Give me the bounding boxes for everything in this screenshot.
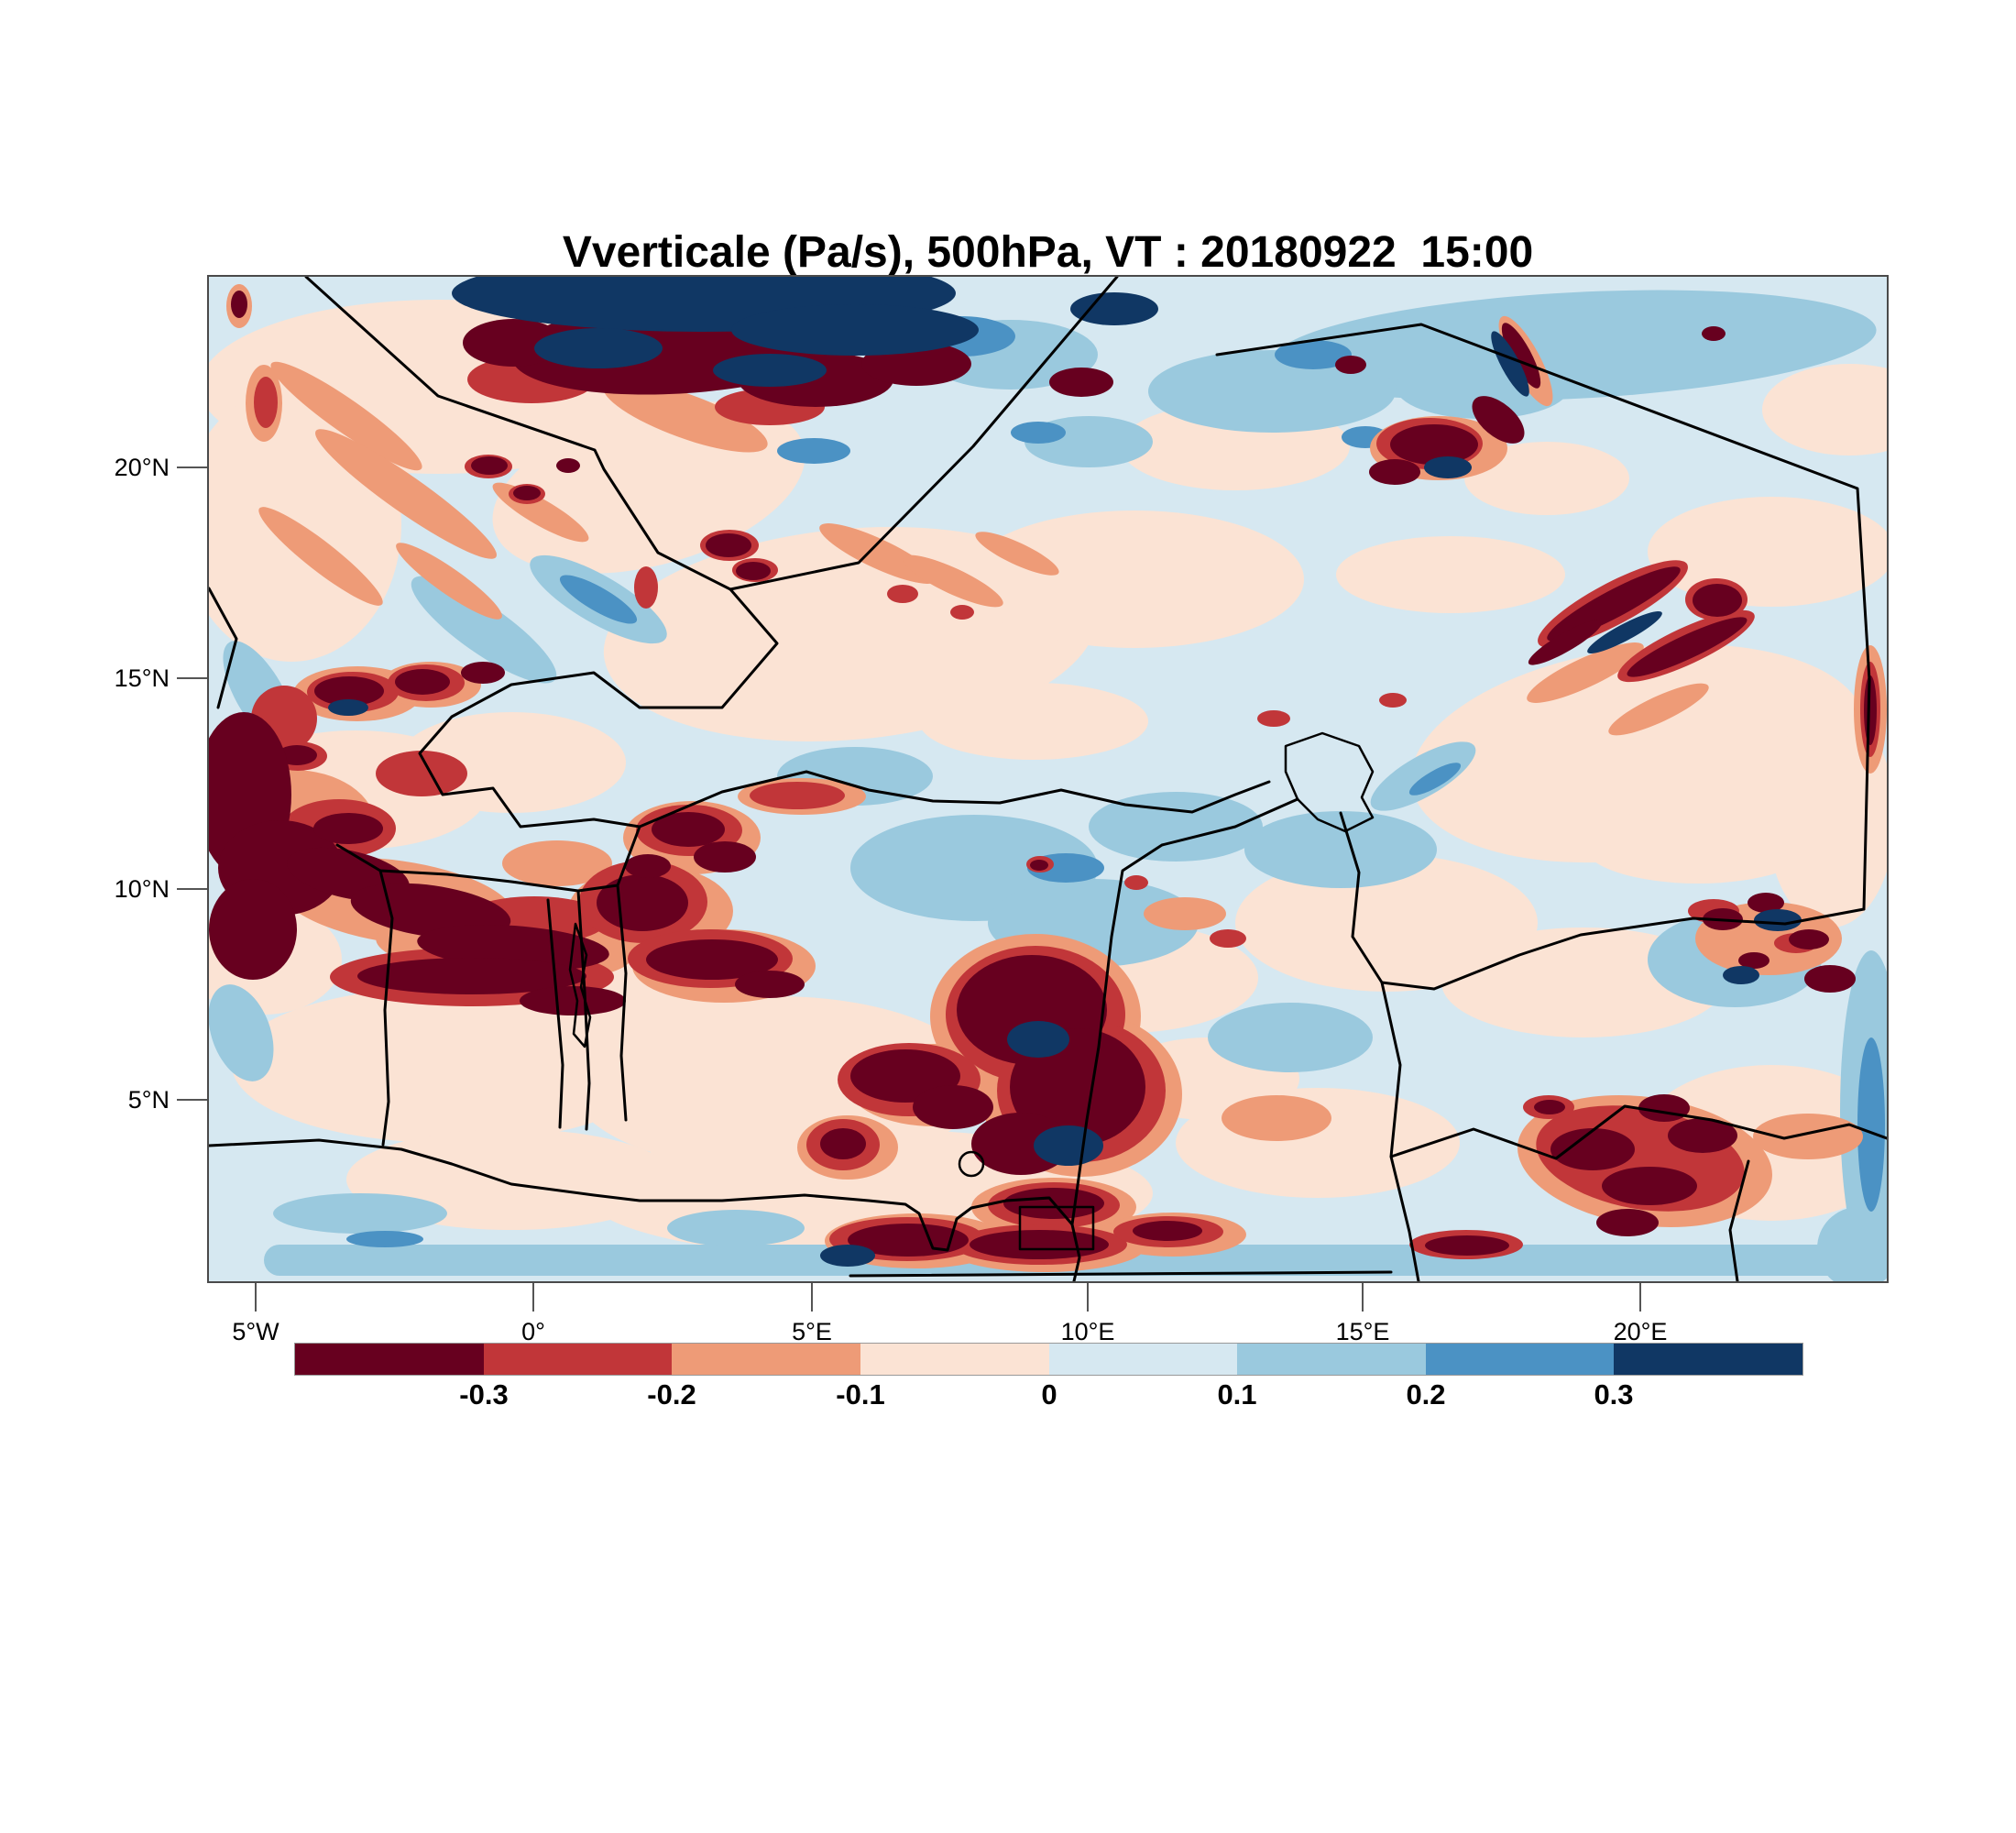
lat-label-20n: 20°N bbox=[114, 454, 170, 481]
lon-tick-20e bbox=[1639, 1283, 1641, 1312]
lake-volta-outline bbox=[568, 922, 592, 1048]
lat-tick-10n bbox=[177, 888, 208, 890]
lat-tick-15n bbox=[177, 677, 208, 679]
colorbar-segment-4 bbox=[1048, 1344, 1238, 1375]
lat-label-5n: 5°N bbox=[127, 1086, 170, 1114]
plot-title: Vverticale (Pa/s), 500hPa, VT : 20180922… bbox=[562, 228, 1534, 277]
lon-label-5e: 5°E bbox=[792, 1318, 832, 1345]
lon-label-0: 0° bbox=[521, 1318, 545, 1345]
lat-label-15n: 15°N bbox=[114, 664, 170, 692]
country-borders bbox=[209, 277, 1887, 1281]
contour-strong-ascent-layer bbox=[209, 291, 1877, 1259]
lat-label-10n: 10°N bbox=[114, 875, 170, 903]
colorbar-label-neg01: -0.1 bbox=[836, 1378, 885, 1410]
map-canvas bbox=[209, 277, 1887, 1281]
colorbar-segment-6 bbox=[1425, 1344, 1615, 1375]
colorbar bbox=[294, 1343, 1803, 1376]
colorbar-segment-1 bbox=[483, 1344, 673, 1375]
colorbar-segment-0 bbox=[295, 1344, 484, 1375]
lat-tick-20n bbox=[177, 466, 208, 468]
colorbar-segment-3 bbox=[860, 1344, 1049, 1375]
lon-label-20e: 20°E bbox=[1613, 1318, 1668, 1345]
colorbar-segment-7 bbox=[1614, 1344, 1802, 1375]
lat-tick-5n bbox=[177, 1099, 208, 1101]
colorbar-label-pos03: 0.3 bbox=[1594, 1378, 1634, 1410]
lon-label-5w: 5°W bbox=[232, 1318, 279, 1345]
bioko-island-outline bbox=[958, 1150, 985, 1178]
equatorial-guinea-border bbox=[1018, 1205, 1095, 1251]
coastline bbox=[209, 1138, 1081, 1281]
lon-tick-15e bbox=[1362, 1283, 1364, 1312]
lake-chad-outline bbox=[1284, 731, 1375, 833]
colorbar-label-pos02: 0.2 bbox=[1406, 1378, 1446, 1410]
lon-label-10e: 10°E bbox=[1060, 1318, 1115, 1345]
colorbar-label-pos01: 0.1 bbox=[1217, 1378, 1257, 1410]
contour-strong-descent-layer bbox=[328, 277, 1802, 1267]
colorbar-label-zero: 0 bbox=[1041, 1378, 1057, 1410]
map-plot-area bbox=[207, 275, 1889, 1283]
colorbar-segment-2 bbox=[672, 1344, 860, 1375]
colorbar-label-neg02: -0.2 bbox=[647, 1378, 696, 1410]
colorbar-label-neg03: -0.3 bbox=[459, 1378, 509, 1410]
lon-tick-5w bbox=[255, 1283, 257, 1312]
lon-tick-5e bbox=[811, 1283, 813, 1312]
lon-tick-0 bbox=[532, 1283, 534, 1312]
lon-tick-10e bbox=[1087, 1283, 1089, 1312]
colorbar-segment-5 bbox=[1237, 1344, 1426, 1375]
lake-and-island-outlines bbox=[568, 731, 1375, 1251]
lon-label-15e: 15°E bbox=[1335, 1318, 1390, 1345]
